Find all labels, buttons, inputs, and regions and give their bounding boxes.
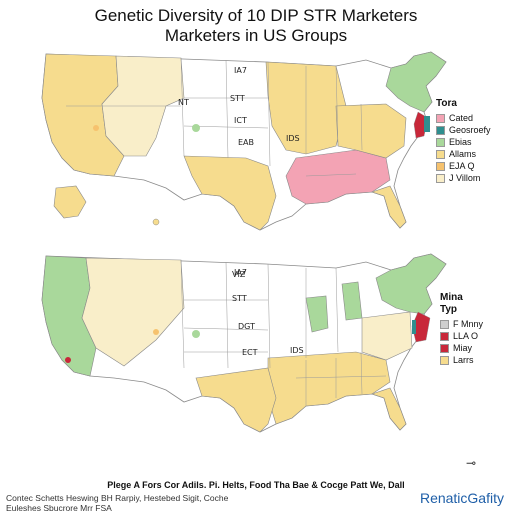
us-map-top-svg: [41, 51, 447, 231]
us-map-bottom-svg: [41, 253, 447, 433]
region-northeast-green: [385, 51, 447, 113]
region-florida: [371, 387, 407, 431]
alaska: [53, 185, 87, 219]
legend-item: EJA Q: [436, 160, 491, 172]
legend-title: Mina: [440, 292, 463, 303]
footer-source: Contec Schetts Heswing BH Rarpiy, Hesteb…: [6, 493, 228, 513]
region-south-yellow: [267, 351, 391, 425]
region-south-central: [183, 155, 277, 231]
region-teal: [424, 116, 430, 132]
state-label: IDS: [286, 134, 300, 143]
map-caption: Plege A Fors Cor Adils. Pi. Helts, Food …: [107, 480, 405, 490]
legend-item: J Villom: [436, 172, 491, 184]
state-label: IDS: [290, 346, 304, 355]
legend-title: Tora: [436, 98, 457, 109]
state-label: ECT: [242, 348, 258, 357]
state-label: DGT: [238, 322, 255, 331]
state-label: IA7: [234, 66, 247, 75]
chart-subtitle: Marketers in US Groups: [164, 26, 348, 45]
region-texas: [195, 367, 277, 433]
region-florida: [371, 185, 407, 229]
hawaii: [152, 218, 160, 226]
state-lines-bottom: [180, 259, 387, 406]
region-east: [335, 103, 407, 159]
legend-item: Larrs: [440, 354, 483, 366]
legend-item: Ebias: [436, 136, 491, 148]
brand-logo: RenaticGafity: [419, 490, 504, 506]
state-label: STT: [232, 294, 247, 303]
legend-item: Miay: [440, 342, 483, 354]
legend-item: Allams: [436, 148, 491, 160]
region-northeast-green: [375, 253, 447, 315]
chart-title: Genetic Diversity of 10 DIP STR Marketer…: [94, 6, 418, 25]
state-lines-top: [66, 57, 363, 177]
legend-item: Geosroefy: [436, 124, 491, 136]
region-teal: [412, 320, 416, 334]
legend-subtitle: Typ: [440, 304, 458, 315]
legend-bottom: Mina Typ F Mnny LLA O Miay Larrs: [440, 292, 483, 366]
region-east-light: [361, 311, 413, 361]
state-label: VIZ: [232, 270, 246, 279]
region-lakes-green: [305, 295, 329, 333]
legend-top: Tora Cated Geosroefy Ebias Allams EJA Q …: [436, 98, 491, 184]
legend-item: Cated: [436, 112, 491, 124]
state-label: NT: [178, 98, 189, 107]
north-arrow-icon: ⊸: [466, 456, 477, 470]
legend-item: F Mnny: [440, 318, 483, 330]
state-label: STT: [230, 94, 245, 103]
legend-item: LLA O: [440, 330, 483, 342]
state-label: EAB: [238, 138, 255, 147]
region-southeast-pink: [285, 149, 391, 205]
map-bottom: IA7 VIZ STT DGT ECT IDS: [6, 248, 456, 458]
state-label: IA7: [234, 268, 247, 277]
map-top: IA7 NT STT ICT EAB IDS: [6, 46, 456, 246]
footer-line: Contec Schetts Heswing BH Rarpiy, Hesteb…: [6, 493, 229, 503]
state-label: ICT: [234, 116, 247, 125]
region-mountain: [81, 257, 185, 367]
footer-line: Euleshes Sbucrore Mrr FSA: [6, 503, 112, 513]
